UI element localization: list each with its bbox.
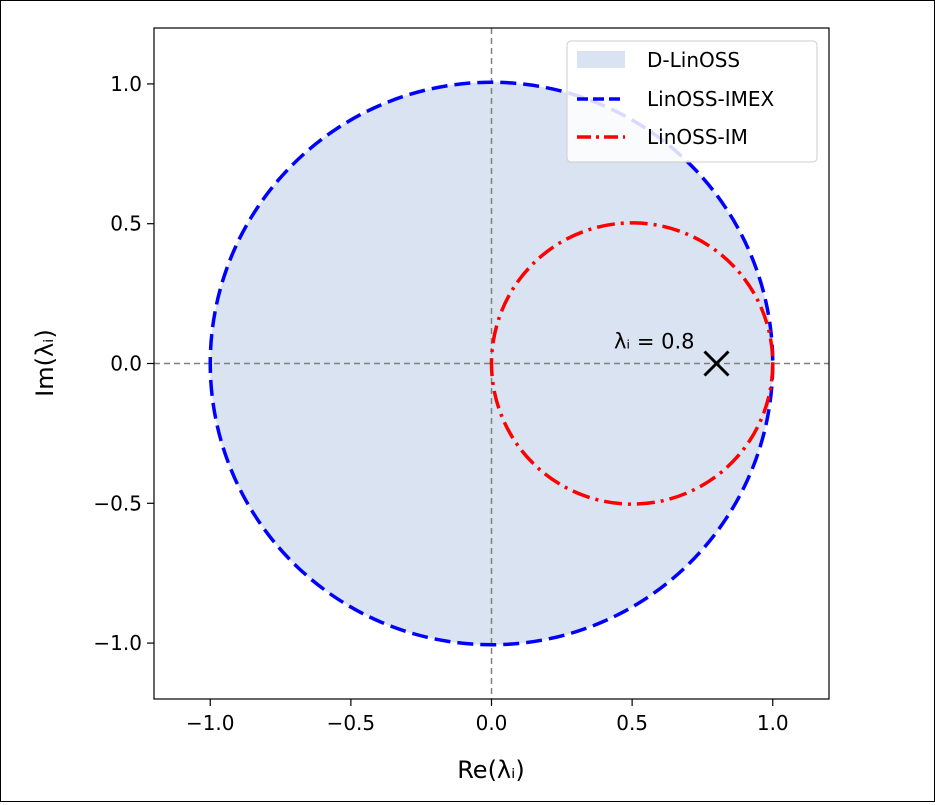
legend-label-linoss-imex: LinOSS-IMEX (647, 87, 775, 111)
eigenvalue-x-marker (703, 350, 730, 377)
x-tick-label: 0.5 (616, 711, 648, 735)
y-tick-label: 1.0 (110, 72, 142, 96)
y-tick-label: −0.5 (93, 491, 142, 515)
x-tick-label: −0.5 (327, 711, 376, 735)
linoss-im-circle (489, 221, 775, 506)
y-axis-label: Im(λᵢ) (31, 329, 59, 397)
y-axis-ticks: −1.0 −0.5 0.0 0.5 1.0 (93, 72, 154, 655)
y-tick-label: 0.0 (110, 352, 142, 376)
y-tick-label: 0.5 (110, 212, 142, 236)
marker-stroke-2 (703, 350, 730, 377)
x-tick-label: 1.0 (757, 711, 789, 735)
x-axis-ticks: −1.0 −0.5 0.0 0.5 1.0 (186, 699, 789, 735)
x-tick-label: 0.0 (476, 711, 508, 735)
legend-box (566, 40, 818, 163)
x-axis-label: Re(λᵢ) (457, 756, 525, 784)
legend-label-d-linoss: D-LinOSS (647, 48, 740, 72)
eigenvalue-annotation: λᵢ = 0.8 (614, 330, 695, 354)
legend-swatch-d-linoss (577, 51, 625, 68)
legend-label-linoss-im: LinOSS-IM (647, 125, 748, 149)
legend: D-LinOSS LinOSS-IMEX LinOSS-IM (566, 40, 818, 163)
plot-area: λᵢ = 0.8 (154, 28, 829, 699)
y-tick-label: −1.0 (93, 631, 142, 655)
x-tick-label: −1.0 (186, 711, 235, 735)
